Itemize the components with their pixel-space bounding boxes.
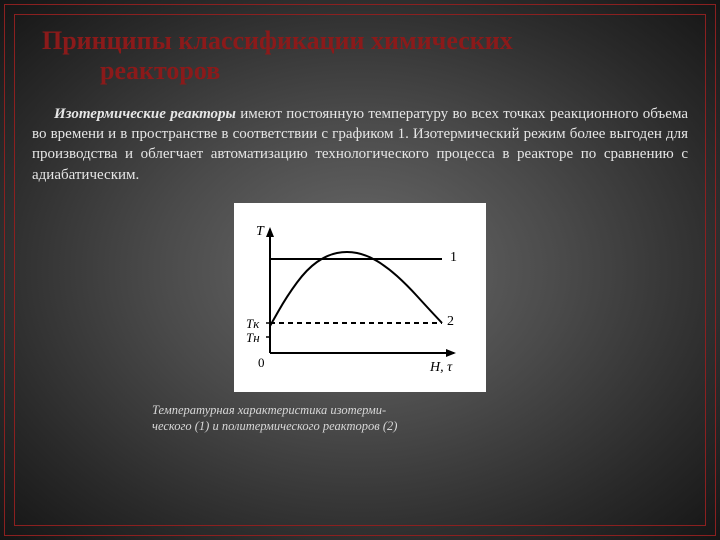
- temperature-chart: T H, τ 0 TкTн 1 2: [242, 211, 472, 381]
- svg-text:T: T: [256, 224, 265, 239]
- chart-caption: Температурная характеристика изотерми- ч…: [32, 402, 688, 435]
- chart-container: T H, τ 0 TкTн 1 2 Температурная характеристик…: [32, 203, 688, 435]
- svg-text:1: 1: [450, 250, 457, 265]
- svg-text:Tк: Tк: [246, 316, 260, 331]
- chart-box: T H, τ 0 TкTн 1 2: [234, 203, 486, 392]
- title-line2: реакторов: [42, 56, 688, 86]
- svg-text:H, τ: H, τ: [429, 360, 453, 375]
- caption-line2: ческого (1) и политермического реакторов…: [152, 419, 397, 433]
- caption-line1: Температурная характеристика изотерми-: [152, 403, 386, 417]
- svg-text:2: 2: [447, 314, 454, 329]
- slide-title: Принципы классификации химических реакто…: [32, 26, 688, 86]
- svg-text:0: 0: [258, 355, 265, 370]
- slide-content: Принципы классификации химических реакто…: [32, 26, 688, 514]
- title-line1: Принципы классификации химических: [42, 26, 513, 55]
- svg-text:Tн: Tн: [246, 330, 260, 345]
- paragraph-lead: Изотермические реакторы: [54, 106, 236, 122]
- body-paragraph: Изотермические реакторы имеют постоянную…: [32, 104, 688, 185]
